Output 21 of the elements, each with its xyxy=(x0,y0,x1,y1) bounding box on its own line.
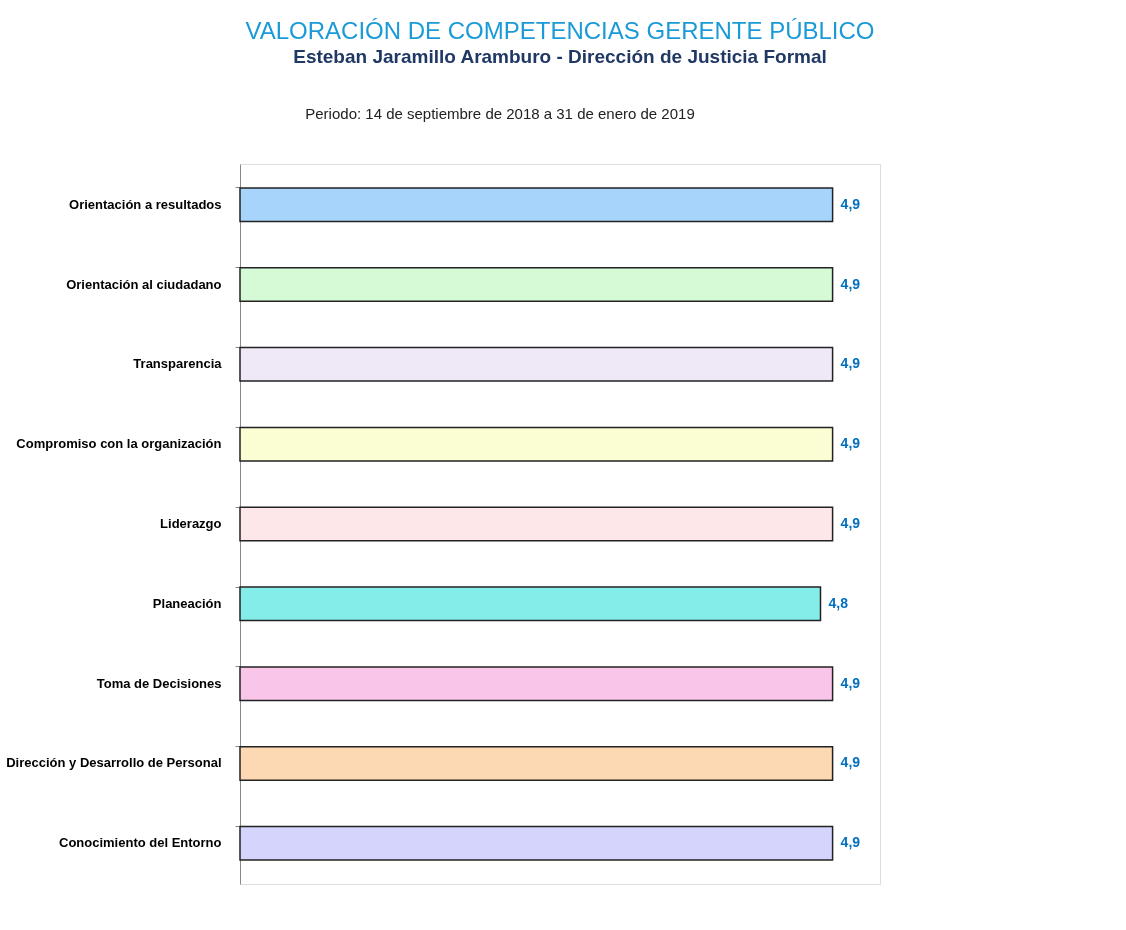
y-tick-label: Transparencia xyxy=(133,356,223,372)
y-tick-label: Dirección y Desarrollo de Personal xyxy=(6,755,222,771)
chart-subtitle: Esteban Jaramillo Aramburo - Dirección de Justicia Formal xyxy=(293,46,827,67)
y-tick-label: Conocimiento del Entorno xyxy=(59,835,222,851)
data-label: 4,9 xyxy=(840,275,861,292)
y-tick-label: Liderazgo xyxy=(160,516,222,531)
data-label: 4,8 xyxy=(828,594,849,611)
data-label: 4,9 xyxy=(840,195,861,212)
y-tick-label: Toma de Decisiones xyxy=(96,675,222,691)
y-tick-label: Orientación al ciudadano xyxy=(66,276,222,292)
data-label: 4,9 xyxy=(840,674,861,691)
data-label: 4,9 xyxy=(840,834,861,851)
chart-title: VALORACIÓN DE COMPETENCIAS GERENTE PÚBLICO xyxy=(245,17,875,44)
y-tick-label: Orientación a resultados xyxy=(69,196,222,212)
y-tick-label: Planeación xyxy=(152,595,222,611)
data-label: 4,9 xyxy=(840,754,861,771)
data-label: 4,9 xyxy=(840,435,861,452)
data-label: 4,9 xyxy=(840,515,861,531)
y-tick-label: Compromiso con la organización xyxy=(16,436,222,452)
text: Periodo: 14 de septiembre de 2018 a 31 de enero de 2019 xyxy=(305,105,695,122)
data-label: 4,9 xyxy=(840,355,861,372)
